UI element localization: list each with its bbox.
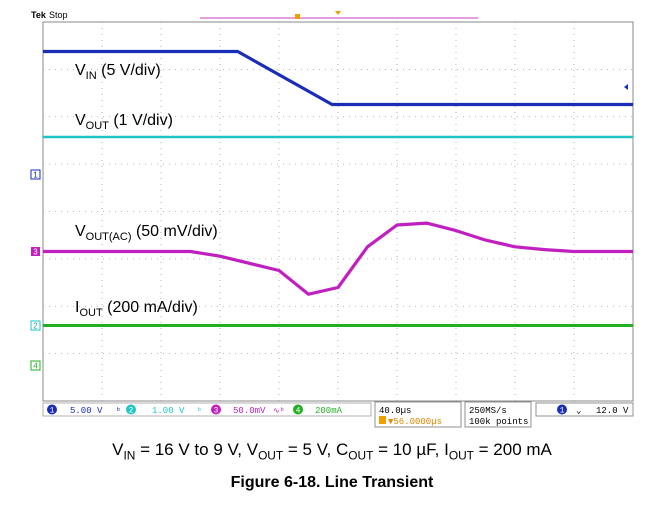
- ch3-ground-marker: [31, 247, 40, 256]
- ch3-scale: 50.0mV: [233, 406, 266, 416]
- ch1-trigger-level-marker: [624, 84, 628, 90]
- ch4-marker-label: 4: [33, 362, 38, 371]
- ch4-ground-marker: [30, 360, 41, 371]
- ch2-scale: 1.00 V: [152, 406, 185, 416]
- test-conditions: VIN = 16 V to 9 V, VOUT = 5 V, COUT = 10…: [0, 440, 664, 462]
- condition-vout: VOUT = 5 V,: [246, 440, 336, 463]
- ch3-readout-badge[interactable]: [211, 404, 221, 415]
- series-label-vout-ac: VOUT(AC) (50 mV/div): [75, 223, 218, 243]
- ch2-readout-badge[interactable]: [126, 404, 136, 415]
- record-window-marker: [295, 14, 300, 19]
- brand-label: Tek: [31, 10, 47, 20]
- ch1-readout-badge-label: 1: [50, 407, 55, 416]
- figure-title: Figure 6-18. Line Transient: [230, 474, 434, 491]
- trigger-source-badge: [557, 404, 567, 415]
- ch2-readout-badge-label: 2: [129, 407, 134, 416]
- ch2-bandwidth-icon: ᵇ: [197, 407, 202, 416]
- series-label-iout: IOUT (200 mA/div): [75, 299, 198, 319]
- ch1-scale: 5.00 V: [70, 406, 103, 416]
- condition-vin: VIN = 16 V to 9 V,: [112, 440, 247, 463]
- acquisition-box[interactable]: [464, 401, 532, 428]
- ch4-scale: 200mA: [315, 406, 343, 416]
- ch1-marker-label: 1: [33, 171, 38, 180]
- ch1-bandwidth-icon: ᵇ: [116, 407, 121, 416]
- trace-vin: [43, 49, 633, 107]
- timebase-box[interactable]: [374, 401, 462, 428]
- oscilloscope-screen: Tek Stop VIN (5 V/div) VOUT (1 V/div) VO…: [30, 10, 634, 428]
- status-bar: 1 5.00 V ᵇ 2 1.00 V ᵇ 3 50.0mV ∿ᵇ 4 200m…: [42, 401, 634, 428]
- channel-readout-box: [42, 402, 372, 417]
- series-label-vout: VOUT (1 V/div): [75, 112, 173, 132]
- ch4-readout-badge-label: 4: [296, 407, 301, 416]
- ch1-readout-badge[interactable]: [47, 404, 57, 415]
- series-label-vin: VIN (5 V/div): [75, 62, 161, 82]
- trace-vout-ac: [43, 221, 633, 296]
- ch3-ac-coupling-icon: ∿ᵇ: [273, 407, 285, 416]
- ch4-readout-badge[interactable]: [293, 404, 303, 415]
- trigger-level: 12.0 V: [596, 406, 629, 416]
- graticule: [43, 22, 633, 401]
- trigger-position-marker: [335, 11, 341, 15]
- ch2-marker-label: 2: [33, 322, 38, 331]
- ch3-marker-label: 3: [33, 248, 38, 257]
- ch1-ground-marker: [30, 169, 41, 180]
- ch2-ground-marker: [30, 320, 41, 331]
- trigger-source-label: 1: [560, 407, 565, 416]
- condition-cout: COUT = 10 µF,: [335, 440, 445, 463]
- trigger-position-icon: [379, 416, 386, 424]
- record-length: 100k points: [469, 417, 528, 427]
- sample-rate: 250MS/s: [469, 406, 507, 416]
- channel-markers: 1 2 3 4: [30, 169, 41, 371]
- series-labels: VIN (5 V/div) VOUT (1 V/div) VOUT(AC) (5…: [75, 62, 218, 319]
- waveform-traces: [43, 49, 633, 327]
- ch3-readout-badge-label: 3: [214, 407, 219, 416]
- run-state-label: Stop: [49, 10, 68, 20]
- falling-edge-icon: ⌄: [576, 406, 581, 416]
- trigger-position-value: ▼56.0000µs: [388, 417, 442, 427]
- condition-iout: IOUT = 200 mA: [444, 440, 552, 463]
- timebase-value: 40.0µs: [379, 406, 411, 416]
